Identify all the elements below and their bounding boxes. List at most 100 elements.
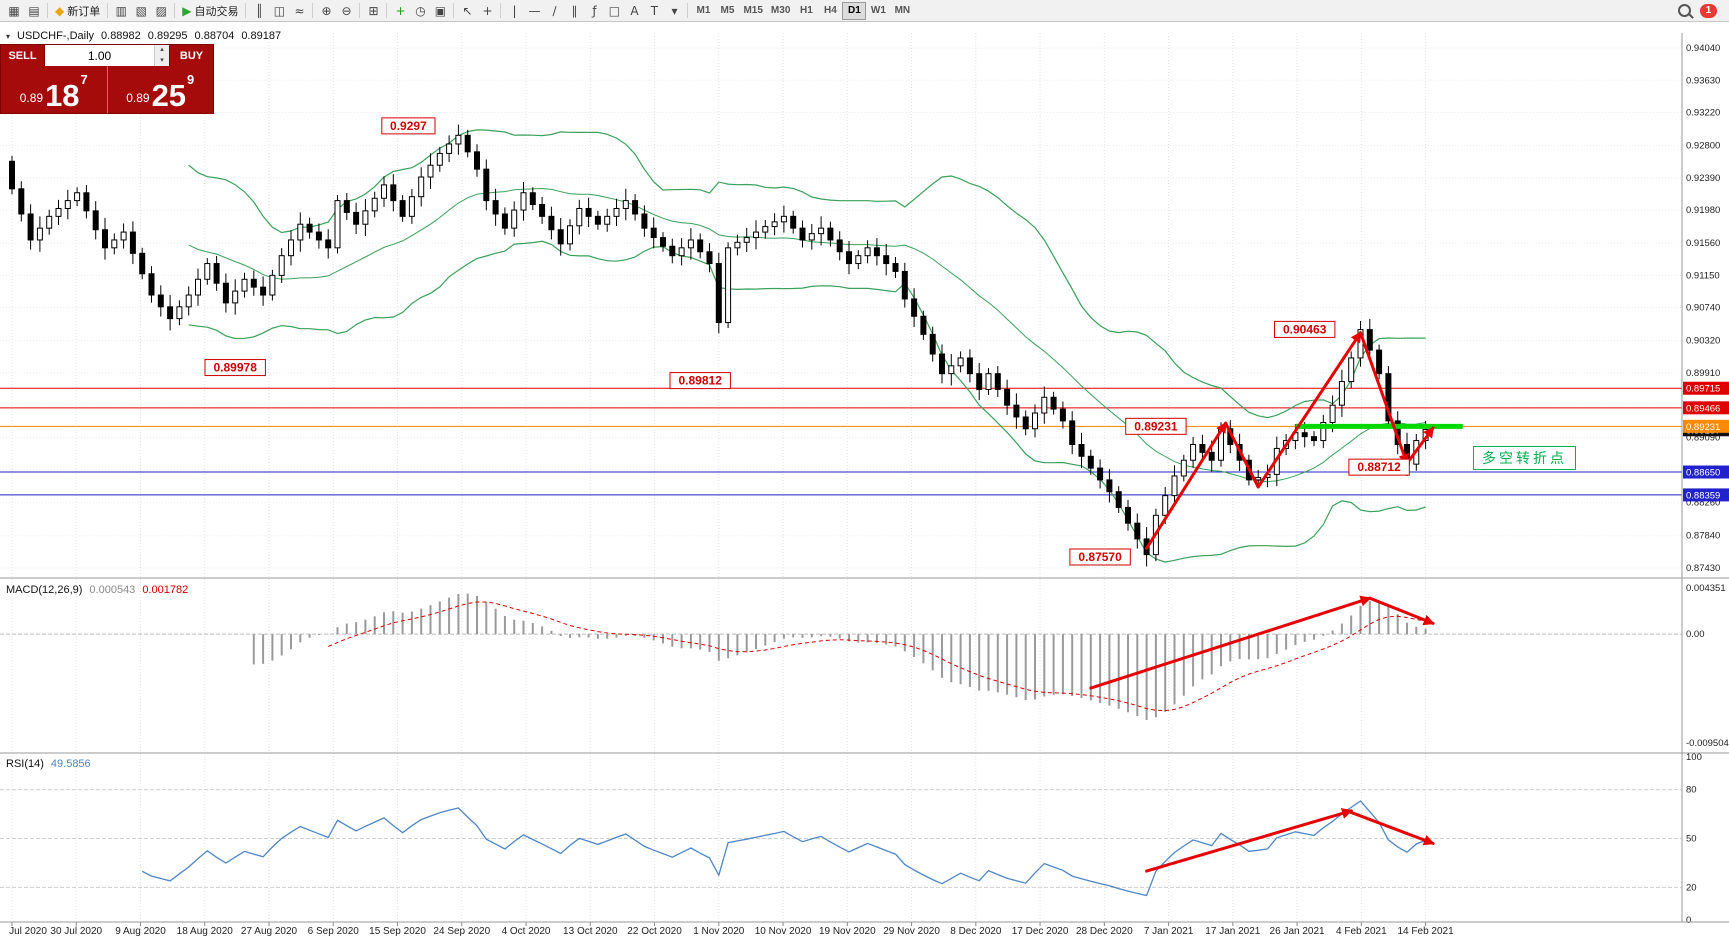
svg-text:0.004351: 0.004351	[1686, 583, 1726, 594]
search-icon[interactable]	[1678, 4, 1691, 17]
toolbar-separator	[47, 3, 48, 18]
volume-stepper: ▴ ▾	[44, 45, 170, 66]
horizontal-line-button[interactable]: —	[524, 2, 544, 20]
buy-price[interactable]: 0.89 25 9	[106, 66, 214, 113]
shapes-button[interactable]: □	[604, 2, 624, 20]
one-click-collapse-icon[interactable]: ▾	[6, 31, 11, 41]
svg-text:0.89231: 0.89231	[1686, 422, 1720, 433]
svg-text:28 Dec 2020: 28 Dec 2020	[1076, 926, 1133, 937]
svg-text:Jul 2020: Jul 2020	[9, 926, 47, 937]
channel-button[interactable]: ∥	[564, 2, 584, 20]
svg-text:0.92800: 0.92800	[1686, 141, 1720, 152]
periods-button[interactable]: ◷	[410, 2, 430, 20]
toolbar-separator	[500, 3, 502, 18]
sell-price[interactable]: 0.89 18 7	[1, 66, 107, 113]
svg-text:15 Sep 2020: 15 Sep 2020	[369, 926, 426, 937]
toolbar-separator	[107, 3, 109, 18]
zoom-out-button[interactable]: ⊖	[336, 2, 356, 20]
svg-text:13 Oct 2020: 13 Oct 2020	[563, 926, 618, 937]
notification-badge[interactable]: 1	[1700, 3, 1717, 18]
templates-button[interactable]: ▣	[430, 2, 450, 20]
svg-text:0.89466: 0.89466	[1686, 403, 1720, 414]
svg-text:0.89978: 0.89978	[214, 361, 258, 375]
svg-text:18 Aug 2020: 18 Aug 2020	[177, 926, 234, 937]
bar-chart-type-button[interactable]: ║	[249, 2, 269, 20]
svg-text:20: 20	[1686, 882, 1697, 893]
svg-text:0.89090: 0.89090	[1686, 432, 1720, 443]
svg-text:4 Feb 2021: 4 Feb 2021	[1336, 926, 1387, 937]
svg-text:0.91150: 0.91150	[1686, 270, 1720, 281]
svg-text:9 Aug 2020: 9 Aug 2020	[115, 926, 166, 937]
volume-input[interactable]	[45, 45, 154, 66]
rsi-label: RSI(14) 49.5856	[6, 758, 91, 770]
svg-text:14 Feb 2021: 14 Feb 2021	[1398, 926, 1455, 937]
auto-trade-button[interactable]: ▶ 自动交易	[178, 2, 242, 20]
ohlc-open: 0.88982	[101, 30, 141, 42]
svg-text:0.9297: 0.9297	[390, 119, 427, 133]
svg-text:0.88650: 0.88650	[1686, 468, 1720, 479]
new-chart-icon: ▦	[8, 3, 20, 18]
buy-button[interactable]: BUY	[170, 45, 213, 66]
indicators-button[interactable]: +	[390, 2, 410, 20]
data-window-icon: ▧	[135, 3, 147, 18]
svg-text:0.88359: 0.88359	[1686, 490, 1720, 501]
svg-text:80: 80	[1686, 785, 1697, 796]
sell-price-pip: 7	[80, 72, 88, 87]
ohlc-low: 0.88704	[194, 30, 235, 42]
zoom-in-icon: ⊕	[321, 3, 332, 18]
buy-price-main: 25	[151, 77, 187, 113]
line-type-button[interactable]: ≈	[289, 2, 309, 20]
svg-text:0.90463: 0.90463	[1283, 322, 1327, 336]
svg-text:30 Jul 2020: 30 Jul 2020	[50, 926, 102, 937]
timeframe-m5-button[interactable]: M5	[715, 2, 739, 20]
volume-up-icon[interactable]: ▴	[155, 45, 169, 56]
fibonacci-button[interactable]: ƒ	[584, 2, 604, 20]
shapes-icon: □	[608, 3, 621, 18]
svg-text:0: 0	[1686, 915, 1691, 926]
candlestick-type-button[interactable]: ◫	[269, 2, 289, 20]
sell-button[interactable]: SELL	[1, 45, 44, 66]
svg-text:0.93220: 0.93220	[1686, 108, 1720, 119]
candlestick-type-icon: ◫	[273, 3, 286, 18]
cursor-button[interactable]: ↖	[457, 2, 477, 20]
chart-canvas[interactable]: Jul 2020 30 Jul 2020 9 Aug 2020 18 Aug 2020…	[0, 22, 1729, 940]
svg-text:1 Nov 2020: 1 Nov 2020	[693, 926, 745, 937]
market-watch-button[interactable]: ▥	[111, 2, 131, 20]
timeframe-mn-button[interactable]: MN	[890, 2, 914, 20]
svg-text:-0.009504: -0.009504	[1686, 738, 1729, 749]
label-icon: T	[650, 3, 659, 18]
svg-text:24 Sep 2020: 24 Sep 2020	[433, 926, 490, 937]
timeframe-m15-button[interactable]: M15	[739, 2, 766, 20]
rsi-name: RSI(14)	[6, 758, 44, 770]
toolbar-separator	[245, 3, 247, 18]
zoom-in-button[interactable]: ⊕	[316, 2, 336, 20]
buy-price-pip: 9	[187, 72, 195, 87]
timeframe-h1-button[interactable]: H1	[794, 2, 818, 20]
svg-text:0.89231: 0.89231	[1134, 419, 1178, 433]
timeframe-h4-button[interactable]: H4	[818, 2, 842, 20]
volume-down-icon[interactable]: ▾	[155, 55, 169, 66]
text-button[interactable]: A	[624, 2, 644, 20]
timeframe-w1-button[interactable]: W1	[866, 2, 890, 20]
macd-label: MACD(12,26,9) 0.000543 0.001782	[6, 584, 188, 596]
trendline-button[interactable]: ∕	[544, 2, 564, 20]
line-type-icon: ≈	[294, 3, 305, 18]
crosshair-button[interactable]: +	[477, 2, 497, 20]
vertical-line-button[interactable]: |	[504, 2, 524, 20]
tile-windows-button[interactable]: ⊞	[363, 2, 383, 20]
new-chart-button[interactable]: ▦	[4, 2, 24, 20]
label-button[interactable]: T	[644, 2, 664, 20]
timeframe-m30-button[interactable]: M30	[767, 2, 794, 20]
ohlc-close: 0.89187	[241, 30, 282, 42]
chart-profiles-button[interactable]: ▤	[24, 2, 44, 20]
cursor-icon: ↖	[462, 3, 473, 18]
data-window-button[interactable]: ▧	[131, 2, 151, 20]
fibonacci-icon: ƒ	[592, 3, 597, 18]
timeframe-m1-button[interactable]: M1	[691, 2, 715, 20]
templates-icon: ▣	[434, 3, 447, 18]
new-order-button[interactable]: ◆ 新订单	[51, 2, 104, 20]
navigator-button[interactable]: ▨	[151, 2, 171, 20]
arrows-tool-button[interactable]: ▾	[664, 2, 684, 20]
timeframe-d1-button[interactable]: D1	[842, 1, 867, 20]
sell-price-prefix: 0.89	[19, 91, 44, 105]
